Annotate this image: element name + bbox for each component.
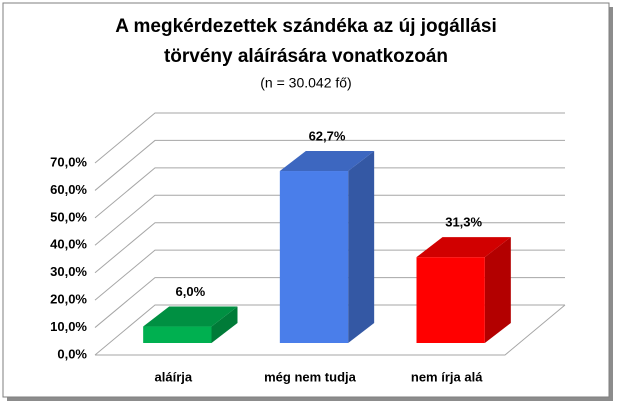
y-tick-label: 30,0% [50, 264, 87, 279]
grid-line [94, 167, 565, 219]
bar-top [143, 306, 238, 327]
chart-subtitle: (n = 30.042 fő) [260, 75, 351, 91]
bar [143, 326, 212, 343]
grid-line [94, 194, 565, 246]
bar-top [416, 237, 511, 258]
bar-side [211, 306, 238, 343]
chart-title: törvény aláírására vonatkozoán [164, 46, 448, 67]
grid-line [94, 222, 565, 274]
bar [279, 171, 349, 343]
y-tick-label: 40,0% [50, 237, 87, 252]
x-tick-label: aláírja [155, 369, 193, 384]
chart-title: A megkérdezettek szándéka az új jogállás… [115, 16, 497, 37]
bar-side [484, 237, 511, 343]
y-tick-label: 20,0% [50, 292, 87, 307]
bar-side [348, 151, 375, 343]
bar-top [279, 151, 375, 172]
x-tick-label: nem írja alá [411, 369, 483, 384]
y-tick-label: 10,0% [50, 319, 87, 334]
floor-edge [95, 304, 566, 356]
y-tick-label: 60,0% [50, 182, 87, 197]
grid-line [94, 139, 565, 191]
y-tick-label: 70,0% [50, 154, 87, 169]
y-tick-label: 50,0% [50, 209, 87, 224]
value-label: 31,3% [445, 215, 482, 230]
grid-line [94, 112, 565, 164]
value-label: 62,7% [309, 128, 346, 143]
value-label: 6,0% [176, 284, 206, 299]
y-tick-label: 0,0% [57, 346, 87, 361]
bar [416, 257, 485, 343]
x-tick-label: még nem tudja [264, 369, 357, 384]
